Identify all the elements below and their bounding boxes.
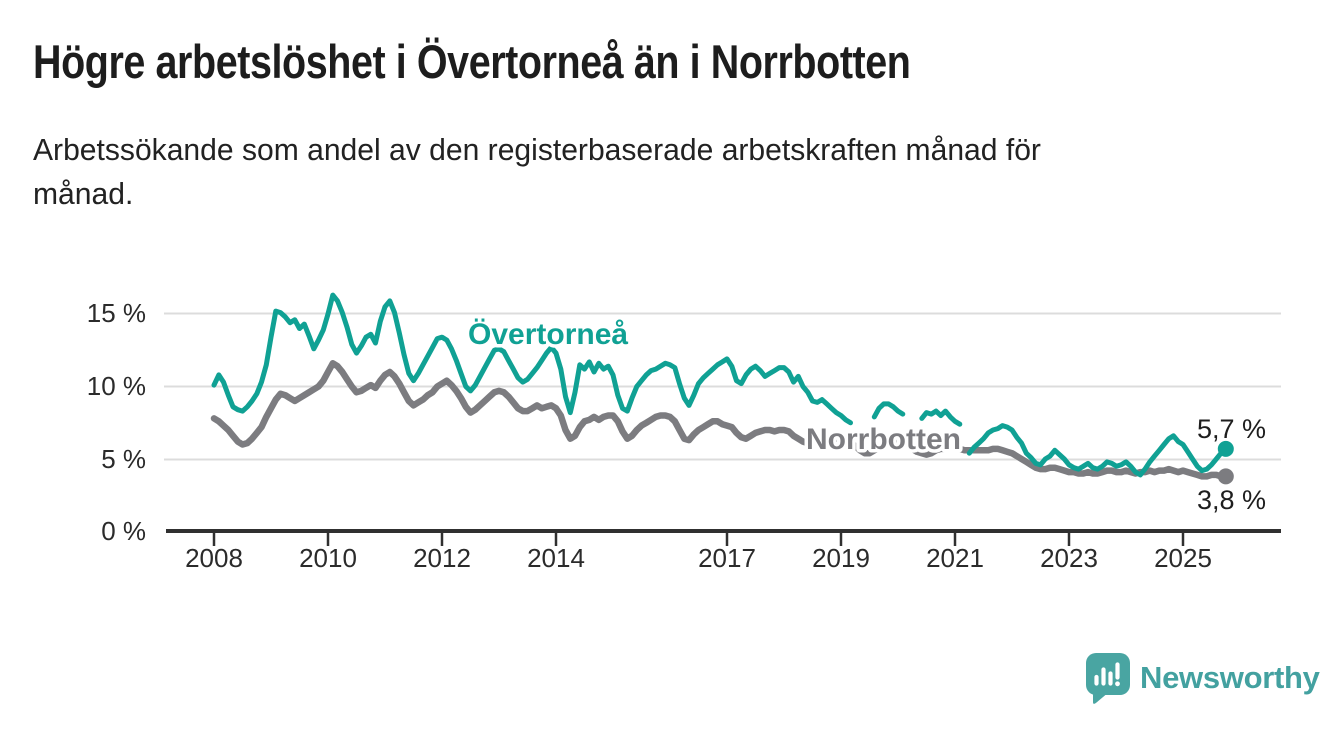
y-tick-label-0: 0 %	[101, 516, 146, 546]
chart-subtitle-line1: Arbetssökande som andel av den registerb…	[33, 132, 1041, 167]
x-tick-label-2008: 2008	[185, 543, 243, 573]
x-tick-label-2021: 2021	[926, 543, 984, 573]
y-axis-labels: 15 % 10 % 5 % 0 %	[87, 298, 146, 546]
series-label-norrbotten: Norrbotten	[806, 423, 961, 456]
series-end-dot-overtornea	[1217, 440, 1234, 457]
x-tick-label-2010: 2010	[299, 543, 357, 573]
end-value-label-norrbotten: 3,8 %	[1197, 485, 1266, 515]
end-value-label-overtornea: 5,7 %	[1197, 414, 1266, 444]
y-tick-label-10: 10 %	[87, 371, 146, 401]
x-tick-label-2014: 2014	[527, 543, 585, 573]
x-tick-label-2019: 2019	[812, 543, 870, 573]
series-line-norrbotten	[210, 360, 1230, 480]
x-axis-labels: 2008 2010 2012 2014 2017 2019 2021 2023 …	[185, 543, 1212, 573]
y-tick-label-15: 15 %	[87, 298, 146, 328]
x-tick-label-2023: 2023	[1040, 543, 1098, 573]
x-tick-label-2012: 2012	[413, 543, 471, 573]
logo-bubble-tail	[1093, 687, 1109, 704]
newsworthy-wordmark: Newsworthy	[1140, 660, 1320, 695]
logo-bubble	[1086, 653, 1130, 695]
chart-title: Högre arbetslöshet i Övertorneå än i Nor…	[33, 35, 911, 88]
series-label-overtornea: Övertorneå	[468, 318, 628, 351]
chart-subtitle: Arbetssökande som andel av den registerb…	[33, 128, 1041, 216]
logo-barchart-icon	[1094, 662, 1120, 686]
x-tick-label-2025: 2025	[1154, 543, 1212, 573]
x-tick-label-2017: 2017	[698, 543, 756, 573]
x-axis	[166, 529, 1281, 546]
newsworthy-logo-icon	[1086, 653, 1130, 704]
series-end-dot-norrbotten	[1217, 468, 1234, 485]
newsworthy-logo	[1086, 653, 1132, 712]
y-tick-label-5: 5 %	[101, 444, 146, 474]
chart-subtitle-line2: månad.	[33, 176, 134, 211]
series-lines	[210, 292, 1234, 485]
logo-exclamation-dot	[1115, 681, 1120, 687]
gridlines	[164, 312, 1281, 461]
series-line-overtornea	[211, 292, 1229, 478]
annotations: Övertorneå Norrbotten 5,7 % 3,8 %	[465, 315, 1267, 516]
